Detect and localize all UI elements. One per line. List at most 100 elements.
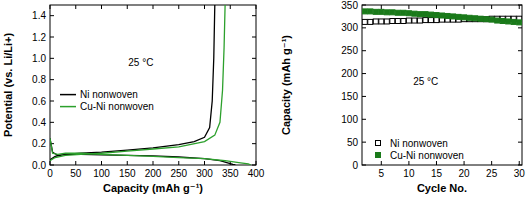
x-tick-label: 30	[514, 168, 526, 179]
data-point	[373, 19, 378, 24]
annotation: 25 °C	[413, 76, 438, 87]
y-tick-right	[252, 101, 256, 102]
data-point	[445, 13, 450, 18]
y-tick	[50, 37, 54, 38]
x-axis-label: Capacity (mAh g⁻¹)	[103, 182, 203, 194]
legend-swatch	[60, 94, 76, 96]
data-point	[478, 17, 483, 22]
annotation: 25 °C	[128, 57, 153, 68]
figure: 0501001502002503003504000.00.20.40.60.81…	[0, 0, 528, 199]
x-tick-top	[153, 5, 154, 9]
x-tick-label: 300	[196, 168, 213, 179]
data-point	[434, 18, 439, 23]
y-tick-right	[252, 122, 256, 123]
y-tick-right	[252, 15, 256, 16]
y-tick-label: 350	[341, 0, 358, 11]
y-tick-label: 0	[352, 160, 358, 171]
y-tick	[362, 119, 366, 120]
y-tick-label: 0.6	[32, 96, 46, 107]
plot-data	[50, 5, 251, 165]
data-point	[511, 19, 516, 24]
data-point	[428, 18, 433, 23]
x-tick	[519, 161, 520, 165]
x-tick-label: 25	[486, 168, 498, 179]
data-point	[395, 10, 400, 15]
y-tick-label: 50	[347, 137, 359, 148]
y-tick	[362, 50, 366, 51]
x-tick-top	[101, 5, 102, 9]
x-tick-label: 150	[119, 168, 136, 179]
x-tick-top	[491, 5, 492, 9]
y-tick-right	[252, 58, 256, 59]
x-tick-top	[178, 5, 179, 9]
data-point	[456, 14, 461, 19]
legend: Ni nonwovenCu-Ni nonwoven	[376, 138, 464, 161]
x-tick-top	[436, 5, 437, 9]
data-point	[390, 19, 395, 24]
x-tick	[153, 161, 154, 165]
x-tick	[381, 161, 382, 165]
x-tick	[127, 161, 128, 165]
series-line	[50, 5, 251, 165]
y-tick	[362, 96, 366, 97]
y-tick-right	[252, 37, 256, 38]
y-tick	[50, 15, 54, 16]
x-tick-label: 5	[379, 168, 385, 179]
data-point	[379, 9, 384, 14]
data-point	[406, 18, 411, 23]
data-point	[417, 12, 422, 17]
x-tick-label: 20	[459, 168, 471, 179]
chart: 0501001502002503003504000.00.20.40.60.81…	[2, 5, 265, 194]
x-tick-label: 400	[248, 168, 265, 179]
y-tick	[362, 142, 366, 143]
x-tick	[464, 161, 465, 165]
data-point	[434, 13, 439, 18]
x-tick-top	[381, 5, 382, 9]
data-point	[495, 18, 500, 23]
y-tick-right	[518, 73, 522, 74]
x-tick-label: 10	[403, 168, 415, 179]
series-line	[50, 5, 235, 165]
plot-data	[362, 9, 521, 25]
x-tick-top	[127, 5, 128, 9]
chart: 51015202530050100150200250300350Cycle No…	[280, 0, 525, 194]
data-point	[417, 18, 422, 23]
plot-frame	[362, 5, 522, 165]
y-tick-label: 100	[341, 114, 358, 125]
x-tick-top	[230, 5, 231, 9]
data-point	[401, 19, 406, 24]
data-point	[401, 10, 406, 15]
y-tick-right	[518, 50, 522, 51]
data-point	[462, 15, 467, 20]
y-tick-right	[518, 96, 522, 97]
x-tick-top	[519, 5, 520, 9]
y-tick-label: 0.8	[32, 74, 46, 85]
x-tick-top	[75, 5, 76, 9]
x-tick-top	[204, 5, 205, 9]
data-point	[362, 19, 367, 24]
y-tick-label: 150	[341, 91, 358, 102]
x-tick	[436, 161, 437, 165]
y-tick-label: 200	[341, 68, 358, 79]
data-point	[412, 11, 417, 16]
legend-label: Cu-Ni nonwoven	[80, 101, 154, 112]
data-point	[384, 19, 389, 24]
data-point	[423, 18, 428, 23]
y-tick-label: 1.0	[32, 53, 46, 64]
data-point	[484, 17, 489, 22]
x-tick-label: 0	[47, 168, 53, 179]
data-point	[473, 17, 478, 22]
data-point	[395, 19, 400, 24]
y-tick	[50, 58, 54, 59]
x-tick	[491, 161, 492, 165]
y-axis-label: Capacity (mAh g⁻¹)	[280, 35, 292, 135]
x-tick	[408, 161, 409, 165]
data-point	[390, 10, 395, 15]
x-tick-label: 250	[170, 168, 187, 179]
data-point	[412, 18, 417, 23]
x-axis-label: Cycle No.	[417, 182, 467, 194]
x-tick	[178, 161, 179, 165]
x-tick	[75, 161, 76, 165]
y-tick	[50, 101, 54, 102]
y-tick-right	[518, 27, 522, 28]
